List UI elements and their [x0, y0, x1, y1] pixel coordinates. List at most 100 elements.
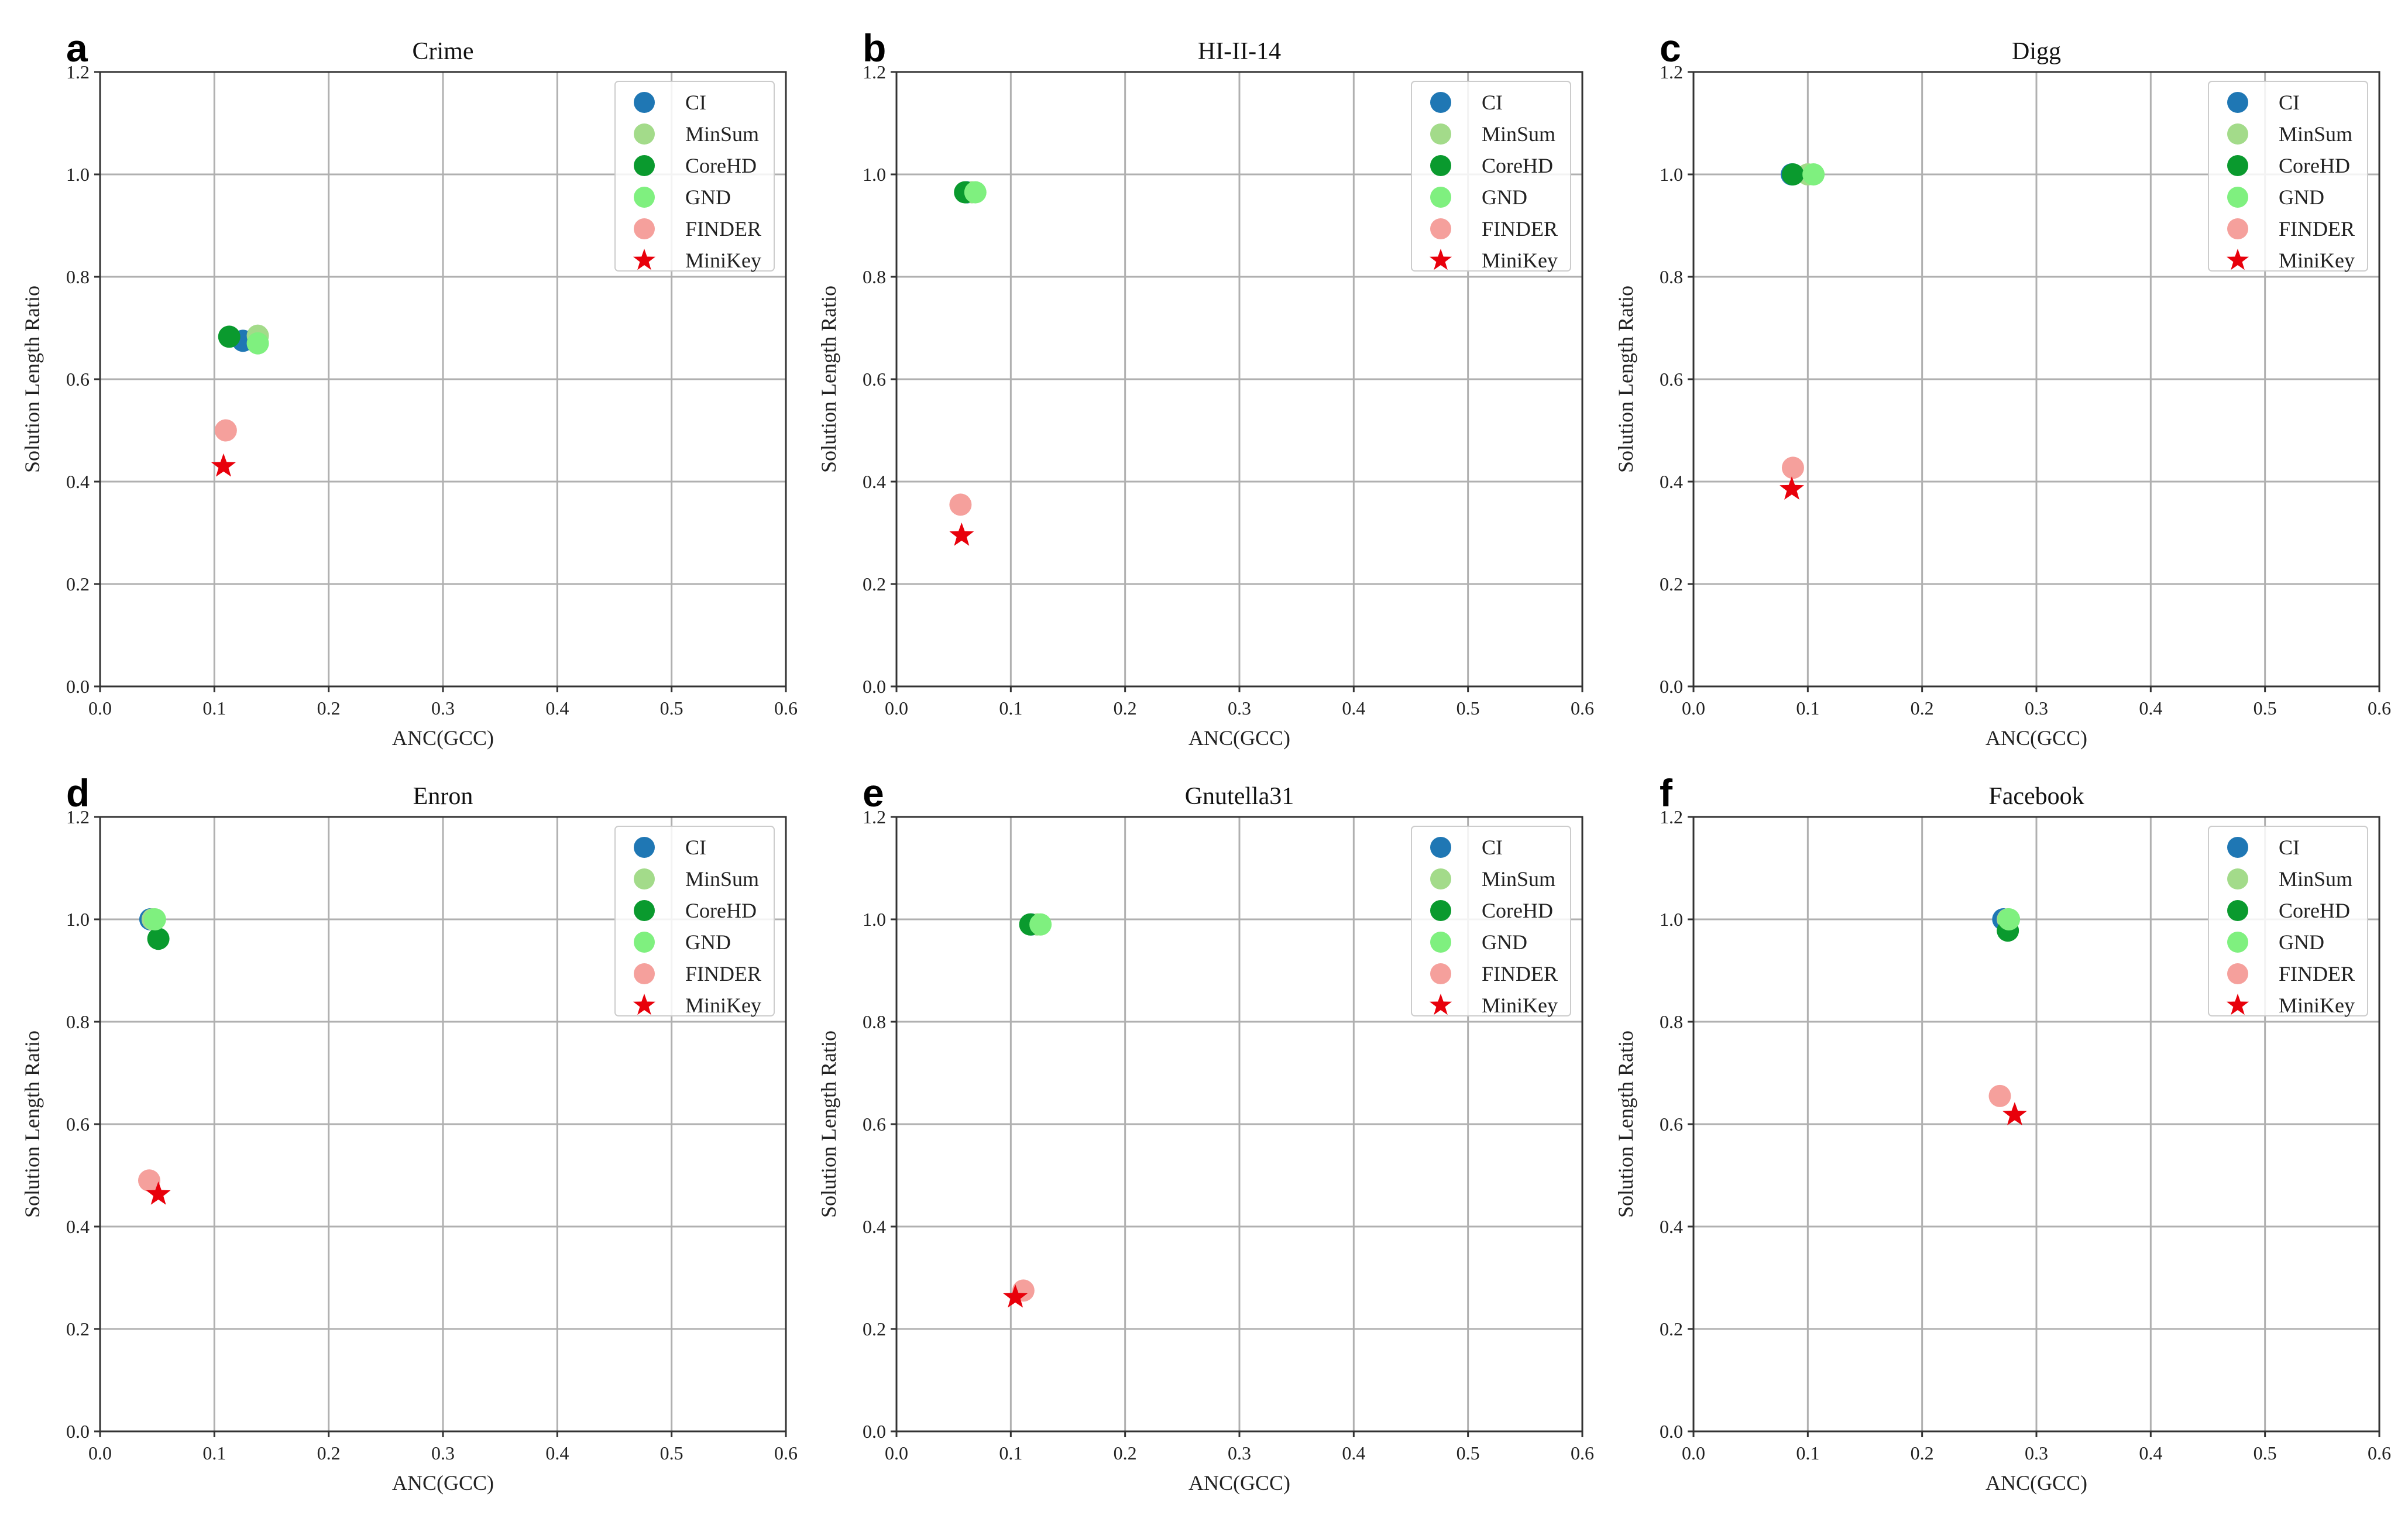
legend-item: MiniKey [1430, 249, 1558, 272]
legend-marker-gnd [634, 187, 655, 208]
legend-label: MiniKey [1482, 994, 1558, 1017]
legend-marker-minikey [1430, 994, 1452, 1015]
legend-label: MinSum [2279, 122, 2352, 146]
x-tick-label: 0.6 [2368, 1442, 2391, 1464]
legend-item: MinSum [634, 122, 759, 146]
legend-label: CI [2279, 91, 2300, 114]
legend-label: CI [2279, 836, 2300, 859]
legend-label: MiniKey [2279, 249, 2355, 272]
x-tick-label: 0.3 [2025, 698, 2048, 719]
legend-label: MinSum [2279, 867, 2352, 891]
legend-label: MinSum [1482, 867, 1555, 891]
y-tick-label: 0.2 [863, 573, 886, 595]
legend-marker-corehd [1430, 900, 1451, 921]
legend-marker-minsum [1430, 868, 1451, 889]
legend-marker-gnd [2227, 932, 2248, 953]
legend: CI MinSum CoreHD GND FINDER MiniKey [2208, 81, 2368, 272]
legend-item: MiniKey [633, 249, 761, 272]
y-tick-label: 0.0 [66, 676, 90, 697]
panel-letter: f [1660, 771, 1673, 815]
data-point-corehd [1781, 163, 1804, 186]
legend-item: MiniKey [633, 994, 761, 1017]
legend-item: FINDER [634, 217, 761, 241]
legend-marker-finder [634, 963, 655, 984]
legend-marker-ci [2227, 92, 2248, 113]
x-tick-label: 0.1 [202, 1442, 226, 1464]
y-tick-label: 0.4 [1660, 1216, 1683, 1237]
legend-item: CoreHD [1430, 899, 1553, 922]
legend-label: GND [685, 930, 731, 954]
data-point-gnd [1029, 913, 1052, 936]
panel-letter: d [66, 771, 90, 815]
legend-label: MinSum [685, 867, 759, 891]
legend-label: CoreHD [685, 154, 757, 177]
legend-item: CI [1430, 836, 1503, 859]
data-point-minikey [2002, 1102, 2027, 1125]
y-tick-label: 0.2 [66, 1318, 90, 1339]
legend-item: GND [2227, 186, 2324, 209]
x-tick-label: 0.5 [1457, 1442, 1480, 1464]
legend-marker-finder [1430, 963, 1451, 984]
panel-letter: a [66, 26, 88, 70]
legend-item: FINDER [1430, 217, 1558, 241]
legend-marker-corehd [634, 155, 655, 176]
x-tick-label: 0.6 [774, 698, 798, 719]
data-points [1003, 913, 1052, 1308]
panel-f: f Facebook 0.0 0.1 0.2 0.3 0.4 0.5 0.6 0.0 0.2 0.4 0… [1614, 771, 2391, 1495]
legend-item: GND [1430, 186, 1527, 209]
legend-marker-ci [1430, 837, 1451, 858]
legend-label: FINDER [1482, 217, 1558, 241]
legend-label: GND [685, 186, 731, 209]
panel-letter: b [863, 26, 886, 70]
legend-item: CoreHD [2227, 154, 2350, 177]
y-tick-label: 1.2 [863, 61, 886, 83]
legend-marker-finder [1430, 218, 1451, 239]
y-tick-label: 0.8 [66, 266, 90, 287]
y-tick-label: 0.8 [863, 1011, 886, 1032]
data-points [949, 181, 987, 546]
legend-item: FINDER [2227, 217, 2355, 241]
data-point-minikey [146, 1181, 171, 1205]
legend-marker-minikey [1430, 249, 1452, 270]
y-tick-label: 0.8 [66, 1011, 90, 1032]
y-tick-label: 0.2 [1660, 573, 1683, 595]
legend-item: CI [634, 91, 706, 114]
data-point-minikey [1780, 476, 1804, 500]
y-tick-label: 1.0 [66, 909, 90, 930]
x-tick-label: 0.6 [1571, 698, 1594, 719]
legend-label: MinSum [685, 122, 759, 146]
legend-box [1411, 81, 1571, 272]
y-tick-label: 0.0 [66, 1421, 90, 1442]
data-points [138, 908, 171, 1205]
legend-marker-corehd [2227, 155, 2248, 176]
x-axis-label: ANC(GCC) [392, 726, 494, 750]
x-tick-label: 0.4 [2139, 698, 2162, 719]
legend: CI MinSum CoreHD GND FINDER MiniKey [2208, 826, 2368, 1017]
x-axis-label: ANC(GCC) [1986, 1471, 2087, 1495]
legend-item: FINDER [2227, 962, 2355, 985]
legend-item: GND [2227, 930, 2324, 954]
legend-label: CI [1482, 836, 1503, 859]
data-point-gnd [964, 181, 987, 204]
y-tick-label: 0.0 [863, 676, 886, 697]
legend: CI MinSum CoreHD GND FINDER MiniKey [1411, 826, 1571, 1017]
legend-item: MinSum [1430, 867, 1555, 891]
data-point-minikey [1003, 1284, 1028, 1308]
legend-marker-corehd [2227, 900, 2248, 921]
x-tick-label: 0.5 [2254, 698, 2277, 719]
legend-label: MiniKey [2279, 994, 2355, 1017]
x-tick-label: 0.6 [2368, 698, 2391, 719]
legend-item: CoreHD [1430, 154, 1553, 177]
y-axis-label: Solution Length Ratio [20, 286, 44, 473]
y-tick-label: 1.2 [1660, 61, 1683, 83]
y-tick-label: 1.0 [1660, 164, 1683, 185]
y-tick-label: 0.6 [1660, 369, 1683, 390]
legend-item: CI [1430, 91, 1503, 114]
data-point-finder [1988, 1084, 2011, 1107]
legend-marker-ci [1430, 92, 1451, 113]
legend-label: FINDER [1482, 962, 1558, 985]
panel-letter: c [1660, 26, 1681, 70]
x-tick-label: 0.6 [1571, 1442, 1594, 1464]
y-tick-label: 1.2 [66, 61, 90, 83]
panel-b: b HI-II-14 0.0 0.1 0.2 0.3 0.4 0.5 0.6 0.0 0.2 0.4 0… [817, 26, 1594, 750]
